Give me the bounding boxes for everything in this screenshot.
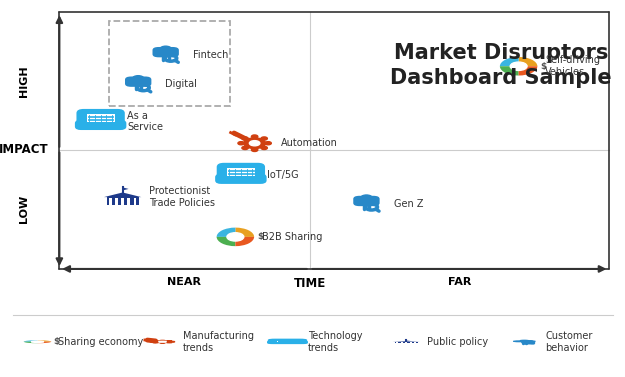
Circle shape	[167, 342, 172, 343]
FancyBboxPatch shape	[278, 340, 298, 342]
Circle shape	[265, 142, 271, 145]
Text: NEAR: NEAR	[168, 277, 201, 287]
FancyBboxPatch shape	[217, 164, 264, 180]
Text: Public policy: Public policy	[427, 337, 488, 347]
FancyBboxPatch shape	[115, 199, 118, 205]
Circle shape	[159, 341, 166, 342]
Circle shape	[251, 148, 258, 152]
Circle shape	[160, 340, 165, 341]
FancyBboxPatch shape	[396, 342, 398, 343]
Text: TIME: TIME	[294, 277, 326, 290]
Text: IMPACT: IMPACT	[0, 143, 49, 156]
Circle shape	[244, 138, 266, 149]
Text: $: $	[540, 62, 546, 71]
Circle shape	[153, 342, 158, 343]
Wedge shape	[519, 66, 538, 75]
Circle shape	[242, 137, 248, 140]
Text: Technology
trends: Technology trends	[308, 331, 362, 352]
FancyBboxPatch shape	[76, 121, 126, 129]
FancyBboxPatch shape	[107, 197, 139, 205]
Polygon shape	[392, 341, 420, 342]
Text: Sharing economy: Sharing economy	[58, 337, 143, 347]
Circle shape	[227, 233, 244, 241]
Circle shape	[261, 137, 268, 140]
Circle shape	[238, 142, 244, 145]
Text: HIGH: HIGH	[19, 65, 29, 97]
Text: Gen Z: Gen Z	[394, 199, 423, 208]
Circle shape	[242, 146, 248, 150]
Text: IoT/5G: IoT/5G	[267, 170, 299, 180]
FancyBboxPatch shape	[513, 340, 536, 342]
Circle shape	[251, 135, 258, 138]
FancyBboxPatch shape	[353, 196, 379, 206]
Wedge shape	[38, 340, 51, 342]
FancyBboxPatch shape	[394, 342, 418, 343]
Text: Customer
behavior: Customer behavior	[546, 331, 593, 352]
Circle shape	[261, 146, 268, 150]
Text: LOW: LOW	[19, 195, 29, 224]
FancyBboxPatch shape	[109, 199, 112, 205]
FancyBboxPatch shape	[269, 340, 306, 343]
Text: Self-driving
Vehicles: Self-driving Vehicles	[545, 55, 600, 77]
FancyBboxPatch shape	[268, 342, 307, 343]
FancyBboxPatch shape	[121, 199, 124, 205]
Text: Manufacturing
trends: Manufacturing trends	[183, 331, 254, 352]
Text: Fintech: Fintech	[193, 50, 228, 60]
Wedge shape	[38, 342, 51, 343]
Polygon shape	[122, 187, 129, 190]
Text: $: $	[257, 232, 263, 241]
Circle shape	[361, 195, 372, 201]
Wedge shape	[24, 340, 38, 342]
Wedge shape	[500, 57, 519, 66]
Wedge shape	[24, 342, 38, 343]
Polygon shape	[406, 340, 411, 341]
Text: As a
Service: As a Service	[127, 110, 163, 132]
FancyBboxPatch shape	[127, 199, 130, 205]
FancyBboxPatch shape	[405, 342, 408, 343]
Text: Protectionist
Trade Policies: Protectionist Trade Policies	[149, 186, 215, 208]
Circle shape	[160, 46, 171, 52]
Wedge shape	[519, 57, 538, 66]
Wedge shape	[217, 237, 236, 246]
Circle shape	[132, 76, 144, 81]
Circle shape	[520, 340, 529, 341]
FancyBboxPatch shape	[414, 342, 416, 343]
Wedge shape	[236, 228, 254, 237]
Text: $: $	[53, 337, 59, 346]
Text: Automation: Automation	[281, 138, 338, 148]
FancyBboxPatch shape	[410, 342, 412, 343]
FancyBboxPatch shape	[87, 115, 115, 122]
FancyBboxPatch shape	[78, 110, 124, 126]
FancyBboxPatch shape	[134, 199, 136, 205]
FancyBboxPatch shape	[125, 77, 151, 87]
Wedge shape	[217, 228, 236, 237]
Circle shape	[249, 141, 260, 146]
Wedge shape	[236, 237, 254, 246]
Circle shape	[154, 341, 171, 343]
Text: B2B Sharing: B2B Sharing	[262, 232, 322, 242]
Text: Market Disruptors
Dashboard Sample: Market Disruptors Dashboard Sample	[390, 43, 612, 88]
FancyBboxPatch shape	[227, 169, 255, 176]
Circle shape	[510, 62, 527, 70]
Wedge shape	[500, 66, 519, 75]
Circle shape	[31, 341, 44, 342]
FancyBboxPatch shape	[152, 47, 179, 57]
Text: FAR: FAR	[448, 277, 471, 287]
Text: Digital: Digital	[166, 79, 198, 89]
Polygon shape	[104, 193, 141, 197]
FancyBboxPatch shape	[401, 342, 402, 343]
FancyBboxPatch shape	[216, 175, 266, 183]
